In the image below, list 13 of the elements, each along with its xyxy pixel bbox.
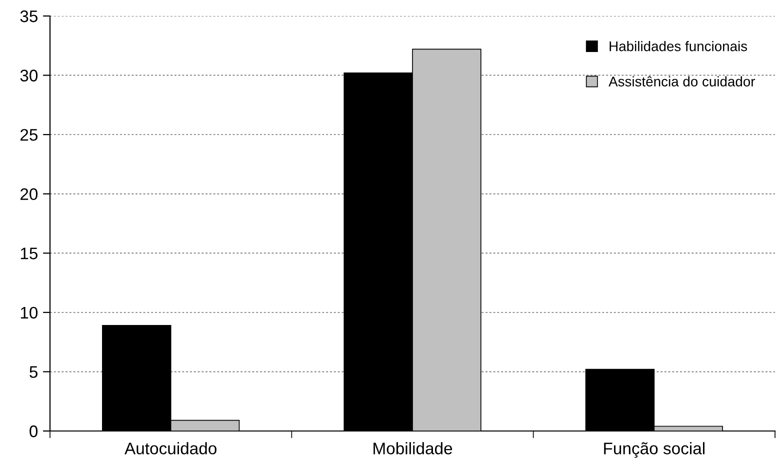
legend-label: Assistência do cuidador [608,76,756,86]
legend-label: Habilidades funcionais [610,41,748,52]
y-tick-label: 30 [20,70,38,82]
y-tick-label: 10 [20,306,38,319]
x-tick-label: Função social [604,442,704,458]
y-tick-label: 25 [20,128,38,141]
x-tick-label: Mobilidade [374,442,452,454]
y-tick-label: 15 [20,248,38,260]
x-tick-label: Autocuidado [124,442,216,454]
y-tick-label: 20 [20,188,38,200]
y-tick-label: 0 [30,425,38,438]
y-tick-label: 5 [30,366,38,378]
y-tick-label: 35 [20,10,38,22]
